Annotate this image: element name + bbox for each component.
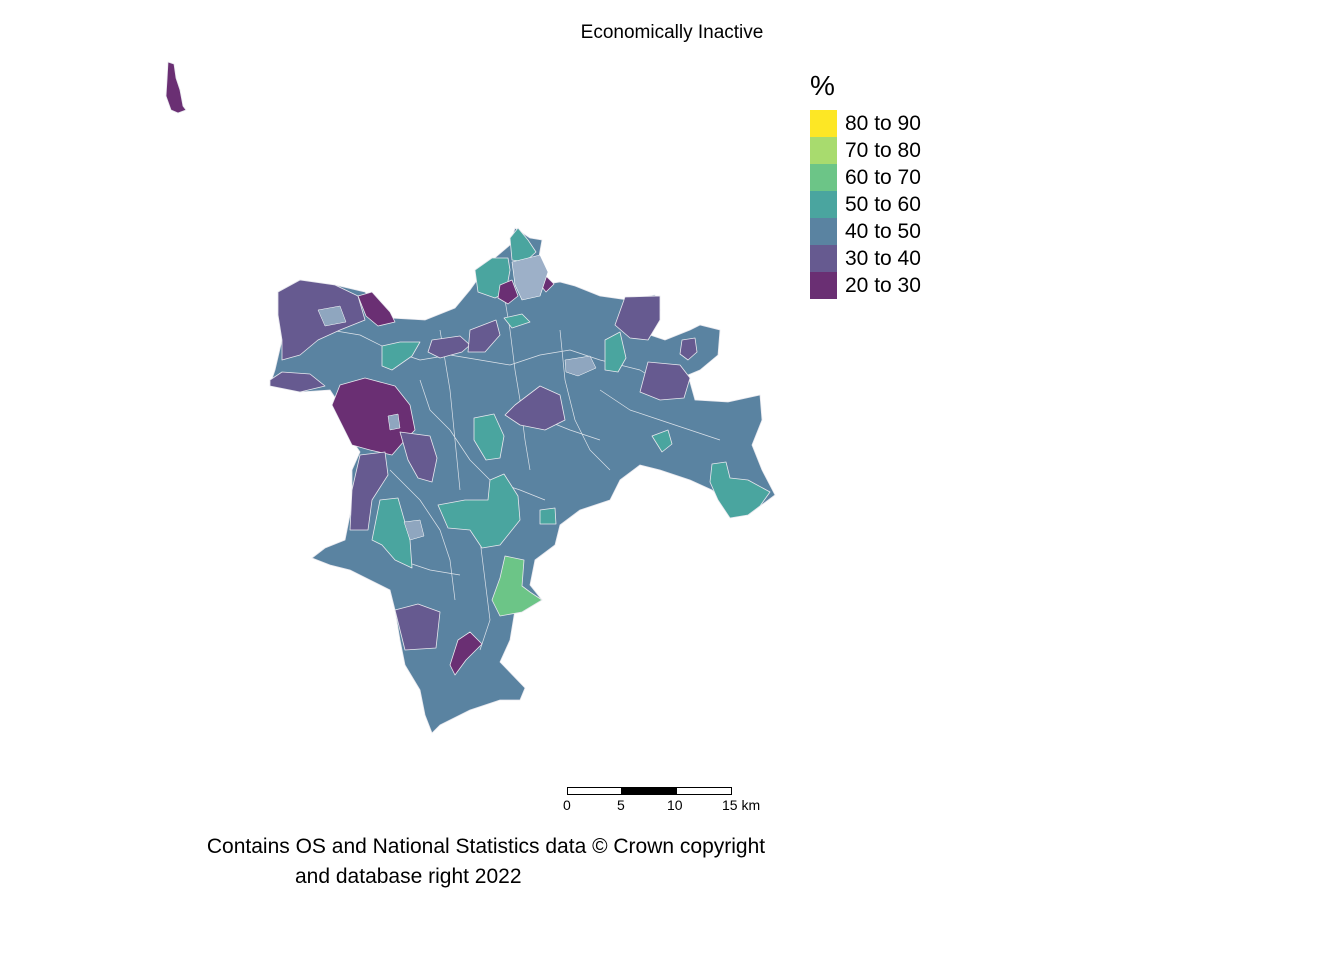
- map-region[interactable]: [604, 331, 627, 373]
- legend-swatch: [810, 218, 837, 245]
- legend-item: 80 to 90: [810, 110, 921, 137]
- map-region[interactable]: [651, 429, 673, 453]
- map-region[interactable]: [467, 319, 501, 353]
- legend-item: 20 to 30: [810, 272, 921, 299]
- legend-swatch: [810, 110, 837, 137]
- map-region[interactable]: [277, 279, 366, 361]
- legend-label: 50 to 60: [845, 193, 921, 216]
- map-region[interactable]: [504, 385, 566, 431]
- map-region[interactable]: [449, 631, 483, 676]
- scale-tick-label: 10: [667, 797, 683, 813]
- legend-swatch: [810, 245, 837, 272]
- legend-swatch: [810, 272, 837, 299]
- map-title: Economically Inactive: [580, 22, 764, 43]
- scale-tick-label: 5: [617, 797, 625, 813]
- map-region[interactable]: [394, 603, 441, 651]
- legend-item: 30 to 40: [810, 245, 921, 272]
- map-region[interactable]: [491, 555, 543, 617]
- map-region[interactable]: [614, 295, 661, 341]
- legend-item: 70 to 80: [810, 137, 921, 164]
- scale-tick-label: 15 km: [722, 797, 761, 813]
- legend-item: 60 to 70: [810, 164, 921, 191]
- map-region[interactable]: [473, 413, 505, 461]
- legend-swatch: [810, 191, 837, 218]
- legend-item: 50 to 60: [810, 191, 921, 218]
- map-region[interactable]: [427, 335, 471, 359]
- scale-bar: 0 5 10 15 km: [562, 784, 772, 824]
- copyright-caption: Contains OS and National Statistics data…: [200, 832, 772, 892]
- map-region[interactable]: [399, 431, 438, 483]
- map-region[interactable]: [709, 461, 771, 519]
- map-region[interactable]: [497, 279, 519, 305]
- legend-label: 80 to 90: [845, 112, 921, 135]
- scale-tick-label: 0: [563, 797, 571, 813]
- map-region[interactable]: [269, 371, 326, 393]
- map-region[interactable]: [639, 361, 691, 401]
- map-region[interactable]: [371, 497, 413, 569]
- map-region[interactable]: [165, 61, 187, 114]
- legend-items: 80 to 90 70 to 80 60 to 70 50 to 60 40 t…: [810, 110, 921, 299]
- caption-line: Contains OS and National Statistics data…: [206, 835, 766, 858]
- map-legend: % 80 to 90 70 to 80 60 to 70 50 to 60 40…: [810, 70, 921, 299]
- legend-item: 40 to 50: [810, 218, 921, 245]
- map-region[interactable]: [331, 377, 416, 456]
- legend-label: 40 to 50: [845, 220, 921, 243]
- legend-label: 60 to 70: [845, 166, 921, 189]
- map-region[interactable]: [503, 313, 531, 329]
- scale-segment: [676, 787, 732, 795]
- map-region[interactable]: [509, 227, 537, 263]
- map-region[interactable]: [381, 341, 421, 371]
- legend-label: 20 to 30: [845, 274, 921, 297]
- map-region[interactable]: [437, 473, 521, 549]
- legend-label: 30 to 40: [845, 247, 921, 270]
- map-region[interactable]: [679, 337, 698, 361]
- caption-line: and database right 2022: [295, 865, 522, 888]
- map-region[interactable]: [349, 451, 389, 531]
- legend-swatch: [810, 164, 837, 191]
- scale-segment: [567, 787, 623, 795]
- legend-title: %: [810, 70, 835, 101]
- map-region[interactable]: [357, 291, 396, 327]
- scale-segment: [621, 787, 678, 795]
- map-region[interactable]: [539, 507, 557, 525]
- legend-swatch: [810, 137, 837, 164]
- legend-label: 70 to 80: [845, 139, 921, 162]
